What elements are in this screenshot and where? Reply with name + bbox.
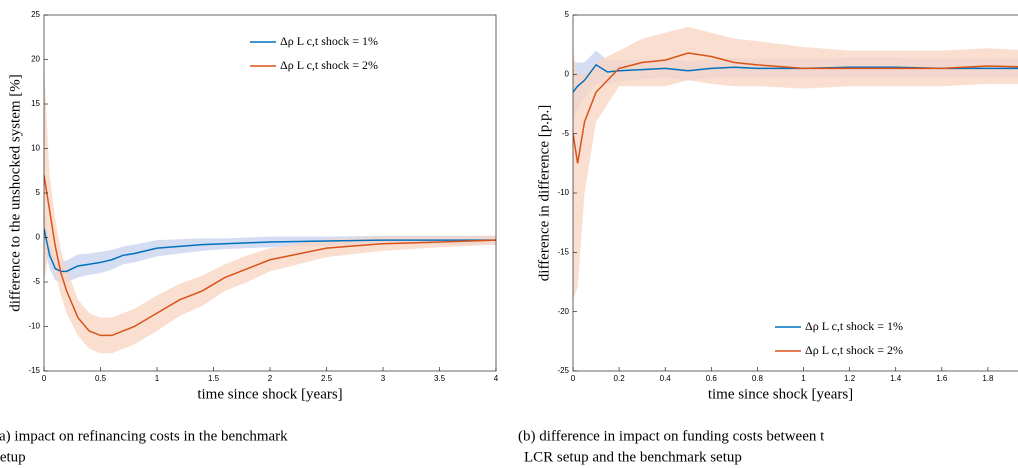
y-tick-label: 0	[36, 233, 41, 242]
y-tick-label: -5	[33, 277, 41, 286]
x-tick-label: 0.6	[706, 374, 718, 383]
x-tick-label: 2.5	[321, 374, 333, 383]
y-tick-label: -15	[28, 366, 40, 375]
y-tick-label: -20	[557, 307, 569, 316]
plot-area	[573, 26, 1018, 300]
x-tick-label: 2	[268, 374, 273, 383]
y-tick-label: -25	[557, 366, 569, 375]
y-tick-label: -5	[562, 129, 570, 138]
x-tick-label: 0.4	[660, 374, 672, 383]
x-tick-label: 0	[42, 374, 47, 383]
caption: LCR setup and the benchmark setup	[524, 449, 742, 465]
x-tick-label: 0.2	[614, 374, 626, 383]
legend-label: Δρ L c,t shock = 1%	[280, 34, 378, 48]
y-axis-label: difference in difference [p.p.]	[536, 105, 552, 281]
confidence-band	[44, 68, 496, 354]
x-tick-label: 1.8	[982, 374, 994, 383]
confidence-band	[573, 26, 1018, 300]
caption: setup	[0, 449, 26, 465]
x-tick-label: 0.5	[95, 374, 107, 383]
x-axis-label: time since shock [years]	[197, 386, 342, 402]
y-tick-label: -10	[557, 188, 569, 197]
x-tick-label: 1	[801, 374, 806, 383]
series-line	[573, 52, 1018, 164]
x-tick-label: 3.5	[434, 374, 446, 383]
y-tick-label: 5	[565, 10, 570, 19]
y-tick-label: -10	[28, 322, 40, 331]
series-line	[573, 63, 1018, 93]
y-tick-label: 25	[31, 10, 40, 19]
legend-label: Δρ L c,t shock = 1%	[805, 319, 903, 333]
x-tick-label: 0.8	[752, 374, 764, 383]
x-tick-label: 1.4	[890, 374, 902, 383]
y-tick-label: 20	[31, 55, 40, 64]
y-tick-label: 10	[31, 144, 40, 153]
x-tick-label: 3	[381, 374, 386, 383]
x-tick-label: 1.5	[208, 374, 220, 383]
x-tick-label: 1.2	[844, 374, 856, 383]
caption: (a) impact on refinancing costs in the b…	[0, 428, 288, 444]
y-tick-label: -15	[557, 247, 569, 256]
series-line	[44, 228, 496, 273]
legend-label: Δρ L c,t shock = 2%	[280, 58, 378, 72]
x-tick-label: 0	[571, 374, 576, 383]
y-axis-label: difference to the unshocked system [%]	[7, 74, 23, 312]
series-line	[44, 175, 496, 337]
caption: (b) difference in impact on funding cost…	[518, 428, 825, 444]
y-tick-label: 5	[36, 188, 41, 197]
x-tick-label: 1	[155, 374, 160, 383]
x-tick-label: 1.6	[936, 374, 948, 383]
legend-label: Δρ L c,t shock = 2%	[805, 343, 903, 357]
y-tick-label: 15	[31, 99, 40, 108]
y-tick-label: 0	[565, 69, 570, 78]
x-axis-label: time since shock [years]	[708, 386, 853, 402]
plot-area	[44, 68, 496, 354]
confidence-band	[44, 210, 496, 282]
x-tick-label: 4	[494, 374, 499, 383]
